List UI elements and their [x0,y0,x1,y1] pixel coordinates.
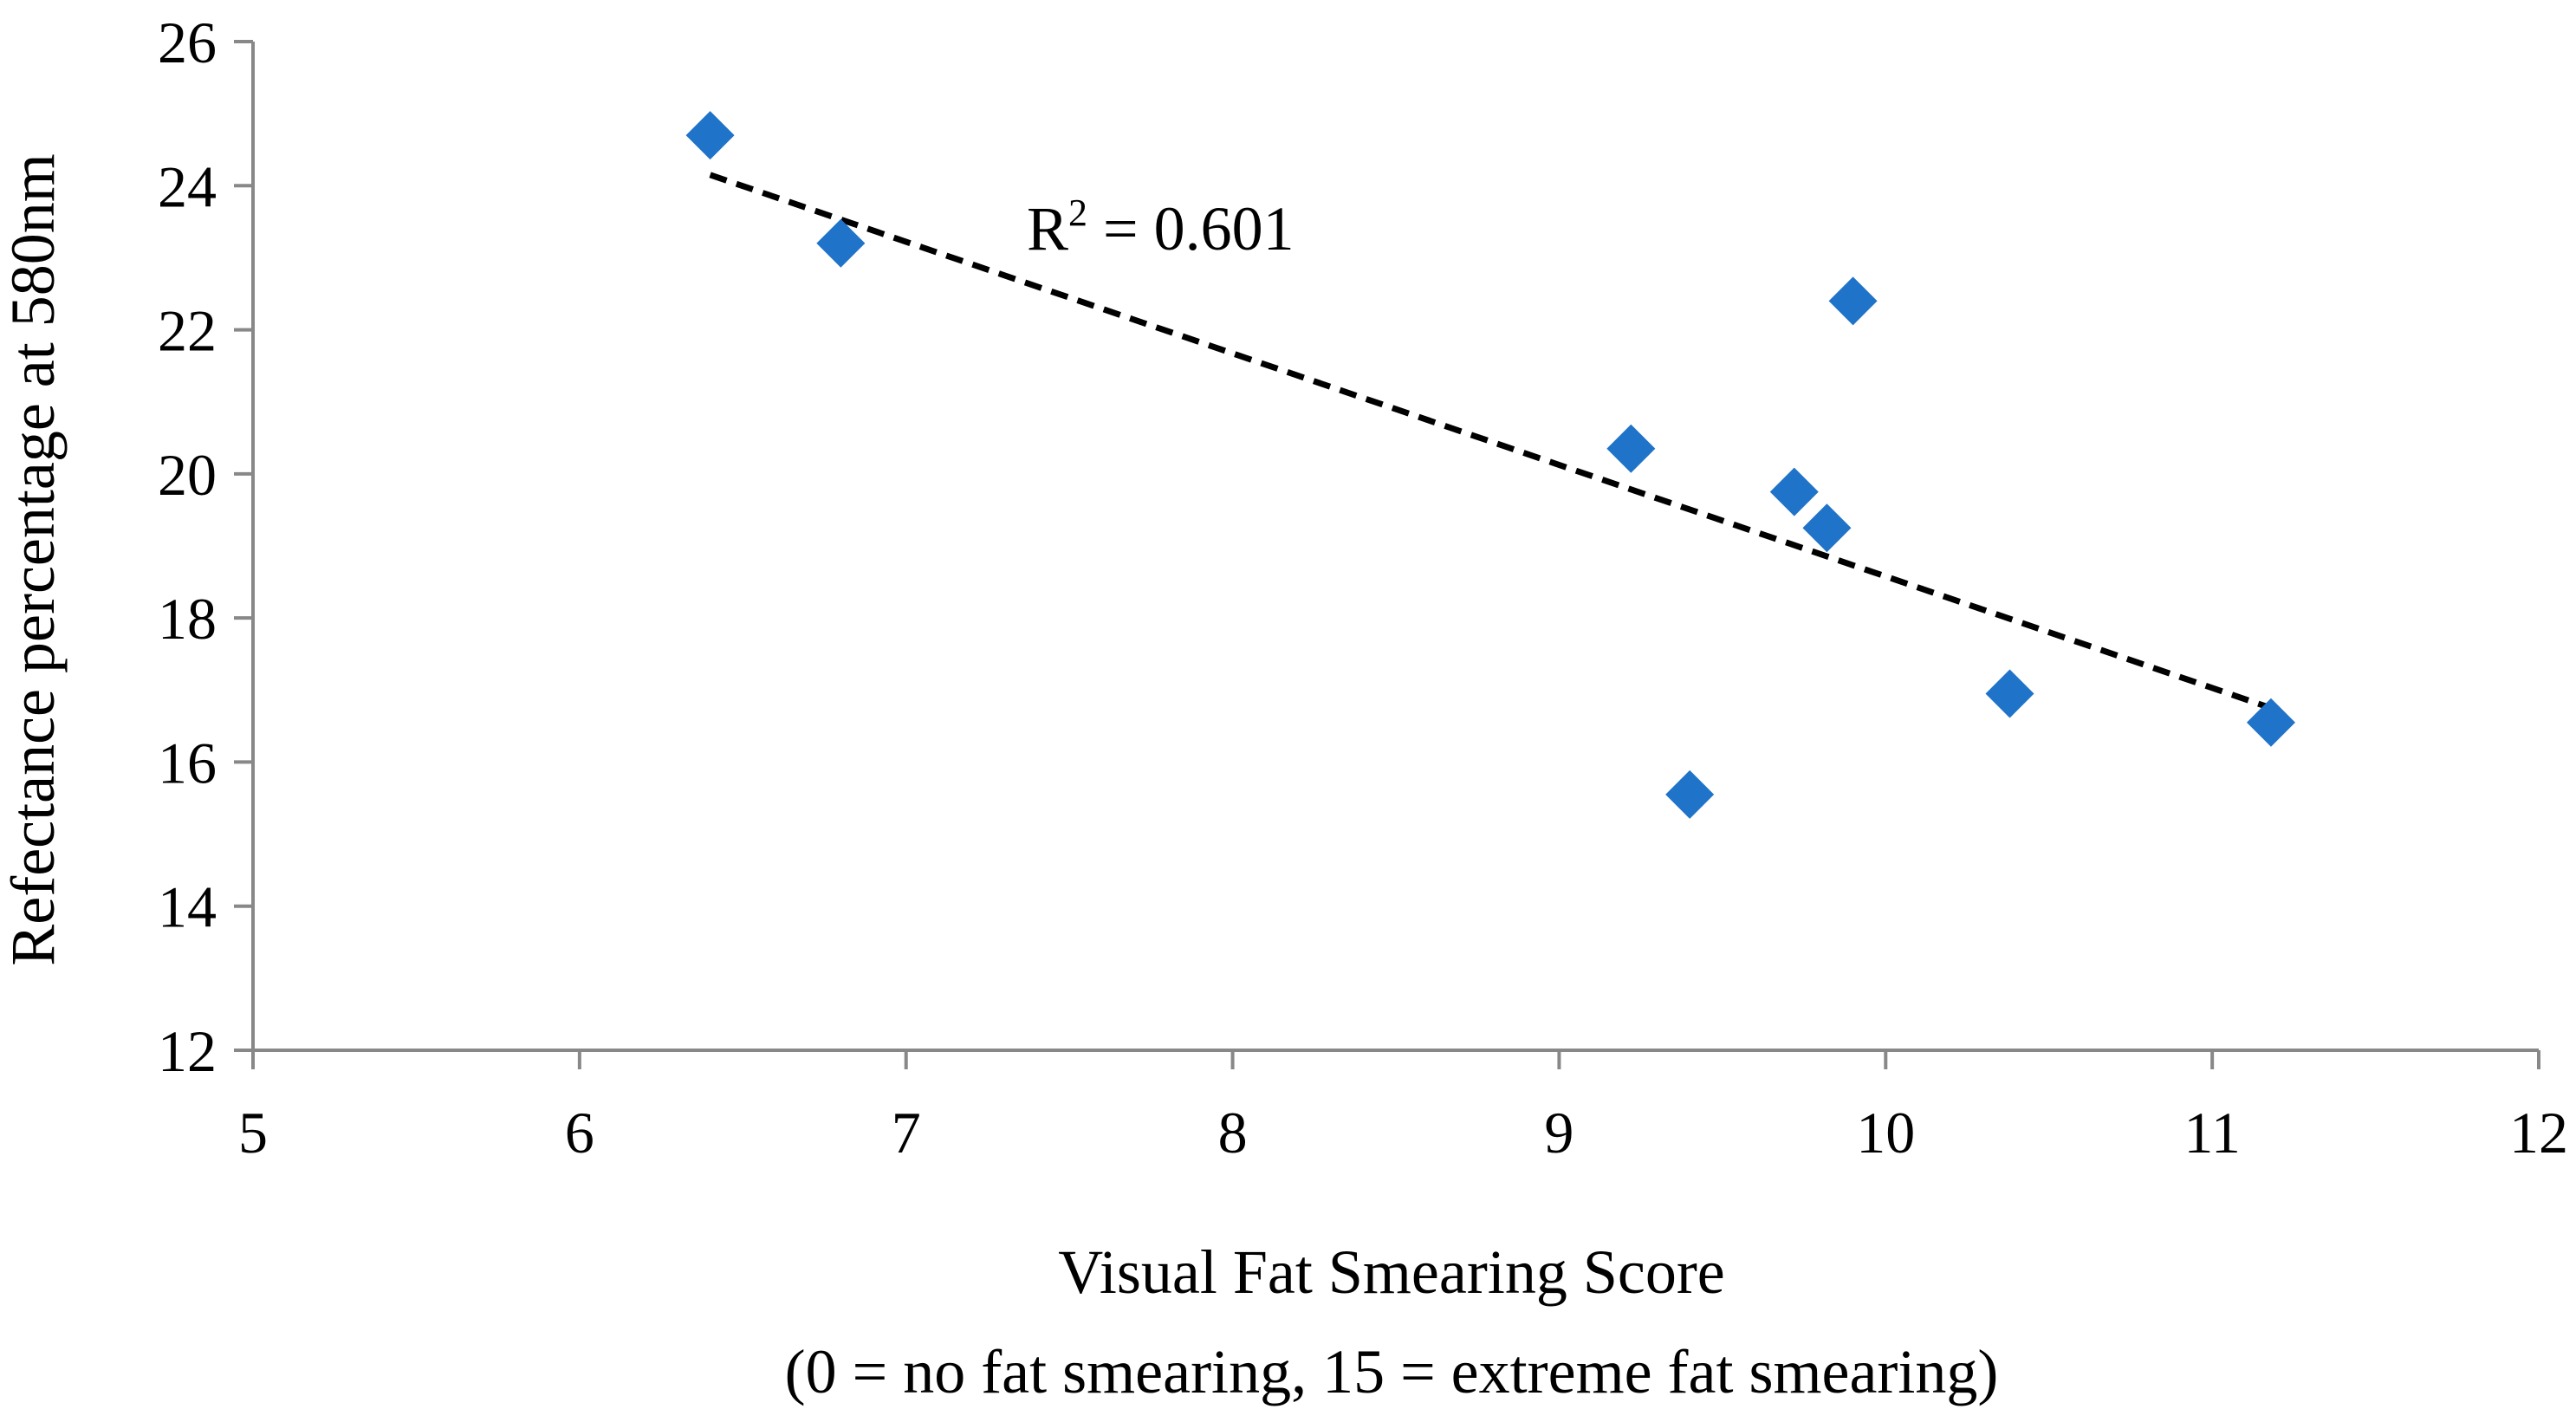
data-point [2246,698,2295,747]
data-point [1665,769,1715,819]
x-tick-label: 5 [238,1100,268,1166]
r-squared-annotation: R2 = 0.601 [1027,192,1294,263]
x-tick-label: 7 [892,1100,921,1166]
y-tick-label: 24 [158,153,217,219]
data-point [1606,424,1656,473]
y-tick-label: 16 [158,730,217,795]
r-squared-superscript: 2 [1068,192,1087,234]
y-tick-label: 26 [158,10,217,75]
x-tick-label: 9 [1544,1100,1574,1166]
y-tick-label: 22 [158,298,217,364]
data-point [816,218,866,268]
y-tick-label: 18 [158,586,217,652]
y-tick-label: 12 [158,1018,217,1084]
trendline [709,172,2273,711]
data-points [685,111,2295,819]
r-squared-value: = 0.601 [1087,194,1294,263]
y-axis-ticks: 12 14 16 18 20 22 24 26 [158,10,253,1084]
x-tick-label: 6 [565,1100,594,1166]
x-tick-label: 10 [1856,1100,1915,1166]
axes: 5 6 7 8 9 10 11 12 12 14 16 18 20 22 24 26 [158,10,2568,1166]
y-tick-label: 14 [158,874,217,940]
x-axis-title: Visual Fat Smearing Score [1058,1237,1725,1307]
y-axis-title: Refectance percentage at 580nm [0,153,68,965]
x-tick-label: 8 [1218,1100,1248,1166]
x-axis-ticks: 5 6 7 8 9 10 11 12 [238,1050,2568,1166]
data-point [1985,669,2034,718]
data-point [1802,503,1852,553]
r-squared-r: R [1027,194,1068,263]
data-point [1828,276,1878,326]
data-point [1769,467,1819,516]
x-tick-label: 11 [2183,1100,2240,1166]
x-tick-label: 12 [2509,1100,2568,1166]
data-point [685,111,735,160]
x-axis-subtitle: (0 = no fat smearing, 15 = extreme fat s… [785,1337,1999,1406]
y-tick-label: 20 [158,442,217,508]
